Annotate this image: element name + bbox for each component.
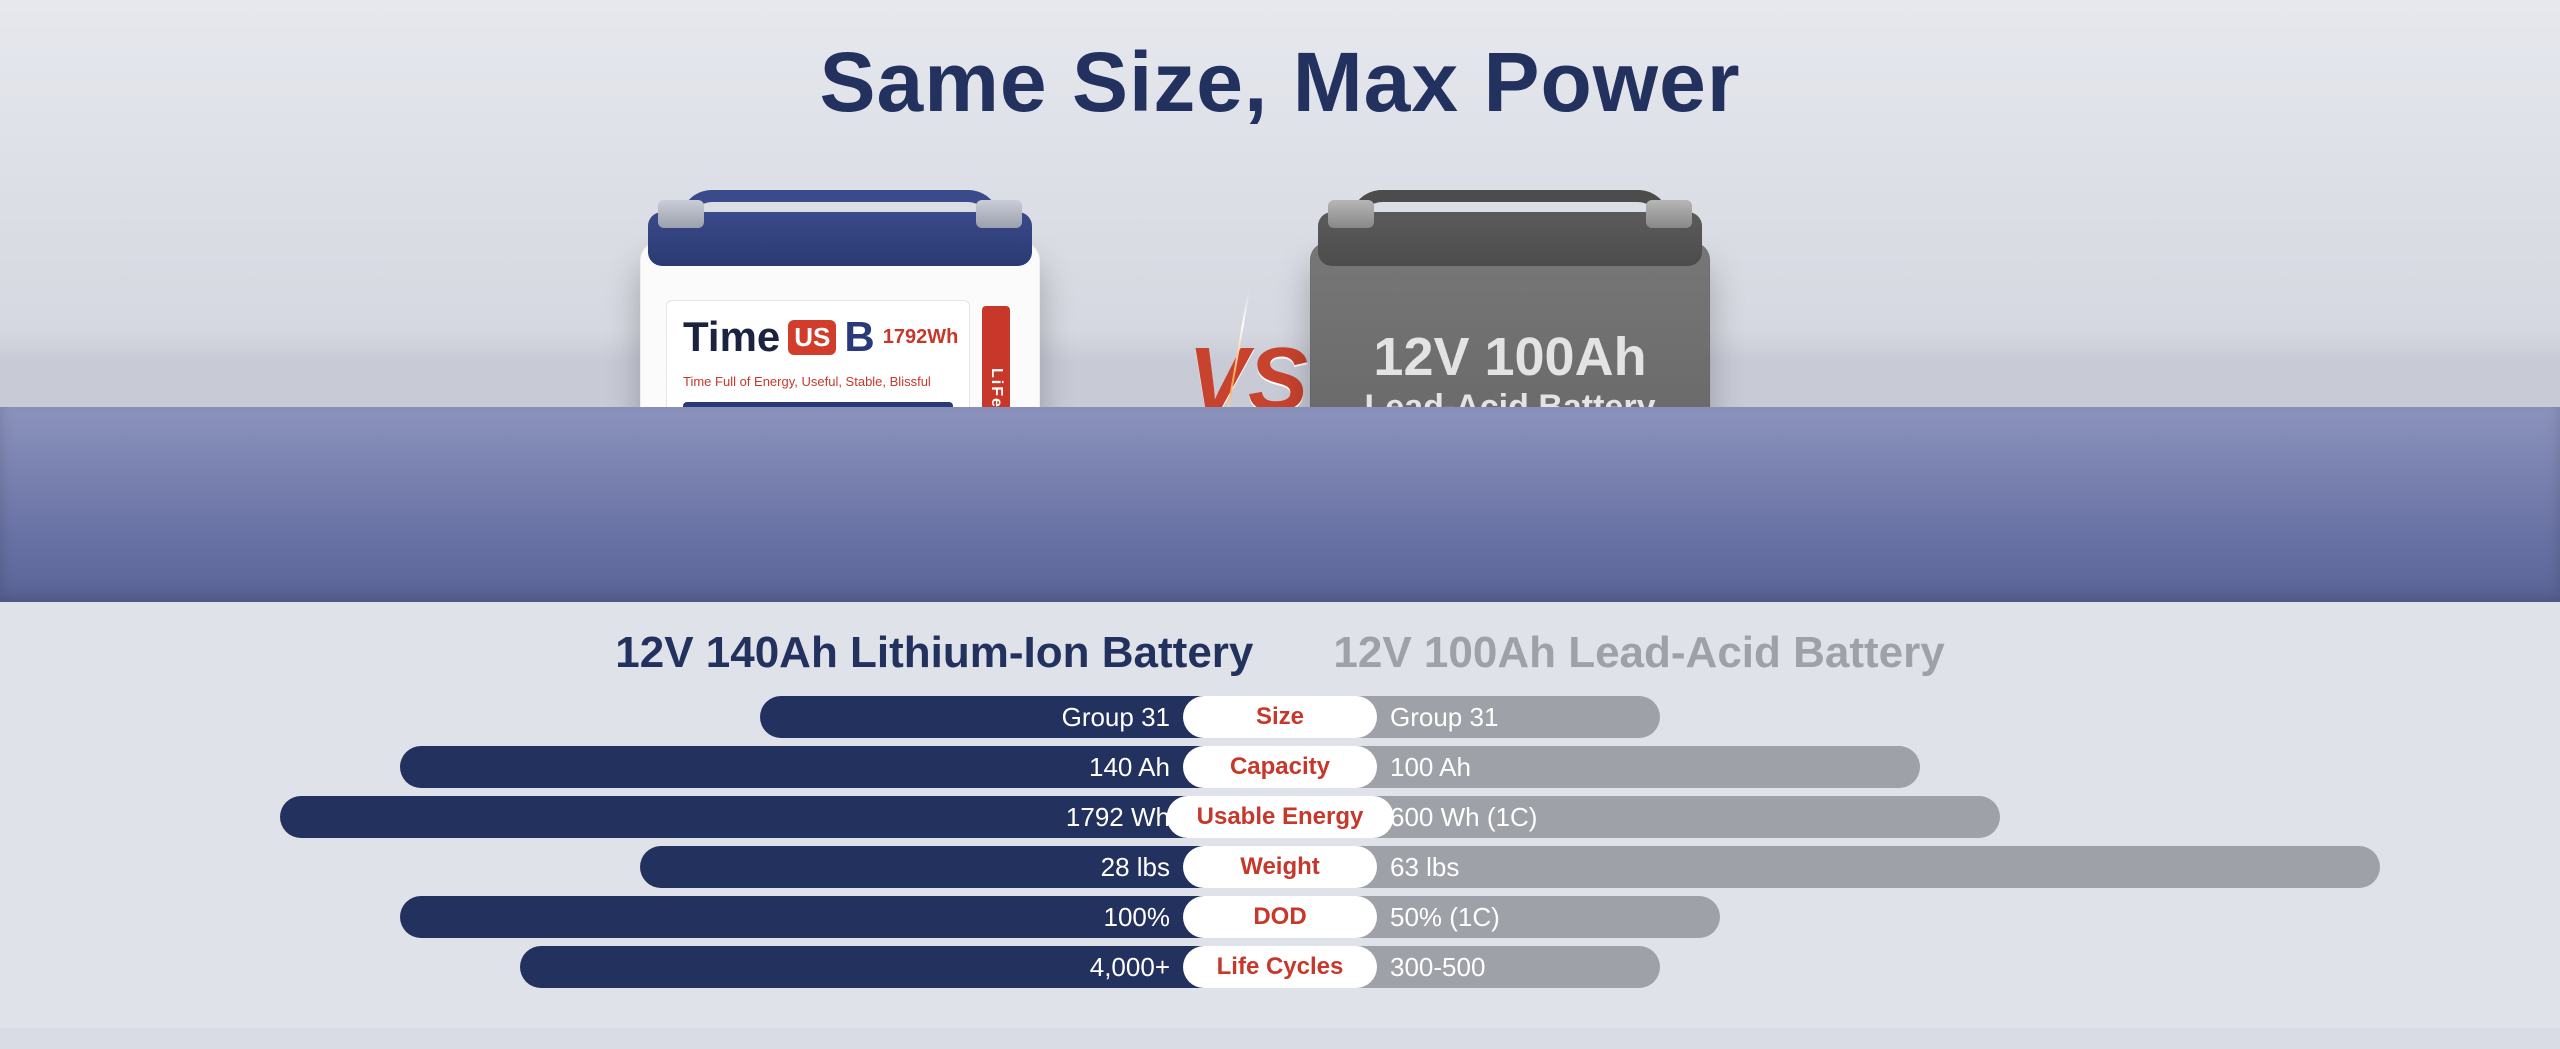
left-value: 140 Ah	[1089, 752, 1170, 783]
metric-label: DOD	[1253, 903, 1306, 931]
compare-row: Group 31 Group 31 Size	[0, 696, 2560, 738]
watt-hours: 1792Wh	[883, 326, 959, 349]
right-value: 100 Ah	[1390, 752, 1471, 783]
header-lead-acid: 12V 100Ah Lead-Acid Battery	[1333, 628, 1944, 678]
terminal-icon	[1328, 200, 1374, 228]
left-value: 100%	[1104, 902, 1171, 933]
shelf-surface	[0, 407, 2560, 602]
metric-label: Size	[1256, 703, 1304, 731]
metric-pill: Size	[1185, 698, 1375, 736]
metric-pill: Weight	[1185, 848, 1375, 886]
compare-row: 1792 Wh 600 Wh (1C) Usable Energy	[0, 796, 2560, 838]
terminal-icon	[976, 200, 1022, 228]
left-value: 28 lbs	[1101, 852, 1170, 883]
brand-suffix: B	[844, 313, 874, 361]
metric-label: Usable Energy	[1197, 803, 1364, 831]
comparison-rows: Group 31 Group 31 Size 140 Ah 100 Ah Capacity…	[0, 696, 2560, 988]
terminal-icon	[1646, 200, 1692, 228]
metric-pill: Capacity	[1185, 748, 1375, 786]
hero-title: Same Size, Max Power	[0, 34, 2560, 131]
compare-row: 28 lbs 63 lbs Weight	[0, 846, 2560, 888]
comparison-headers: 12V 140Ah Lithium-Ion Battery 12V 100Ah …	[0, 628, 2560, 678]
metric-pill: Usable Energy	[1169, 798, 1392, 836]
right-value: 50% (1C)	[1390, 902, 1500, 933]
battery-lid	[648, 212, 1032, 266]
battery-lid	[1318, 212, 1702, 266]
bar-left: 140 Ah	[400, 746, 1280, 788]
header-lithium: 12V 140Ah Lithium-Ion Battery	[615, 628, 1253, 678]
bar-left: 4,000+	[520, 946, 1280, 988]
left-value: Group 31	[1062, 702, 1170, 733]
metric-pill: DOD	[1185, 898, 1375, 936]
left-value: 4,000+	[1090, 952, 1170, 983]
brand-row: Time US B 1792Wh	[683, 313, 953, 361]
brand-prefix: Time	[683, 313, 780, 361]
right-value: 63 lbs	[1390, 852, 1459, 883]
bar-left: 1792 Wh	[280, 796, 1280, 838]
compare-row: 100% 50% (1C) DOD	[0, 896, 2560, 938]
lead-voltage: 12V 100Ah	[1310, 326, 1710, 388]
terminal-icon	[658, 200, 704, 228]
bar-right: 100 Ah	[1280, 746, 1920, 788]
brand-mid: US	[788, 320, 836, 355]
comparison-section: 12V 140Ah Lithium-Ion Battery 12V 100Ah …	[0, 602, 2560, 1028]
compare-row: 140 Ah 100 Ah Capacity	[0, 746, 2560, 788]
right-value: Group 31	[1390, 702, 1498, 733]
left-value: 1792 Wh	[1066, 802, 1170, 833]
bar-right: 63 lbs	[1280, 846, 2380, 888]
metric-label: Capacity	[1230, 753, 1330, 781]
metric-label: Life Cycles	[1217, 953, 1344, 981]
bar-left: 28 lbs	[640, 846, 1280, 888]
brand-tagline: Time Full of Energy, Useful, Stable, Bli…	[683, 374, 953, 389]
hero-scene: Same Size, Max Power Time US B 1792Wh Ti…	[0, 0, 2560, 602]
metric-pill: Life Cycles	[1185, 948, 1375, 986]
compare-row: 4,000+ 300-500 Life Cycles	[0, 946, 2560, 988]
right-value: 600 Wh (1C)	[1390, 802, 1537, 833]
bar-left: 100%	[400, 896, 1280, 938]
right-value: 300-500	[1390, 952, 1485, 983]
metric-label: Weight	[1240, 853, 1320, 881]
